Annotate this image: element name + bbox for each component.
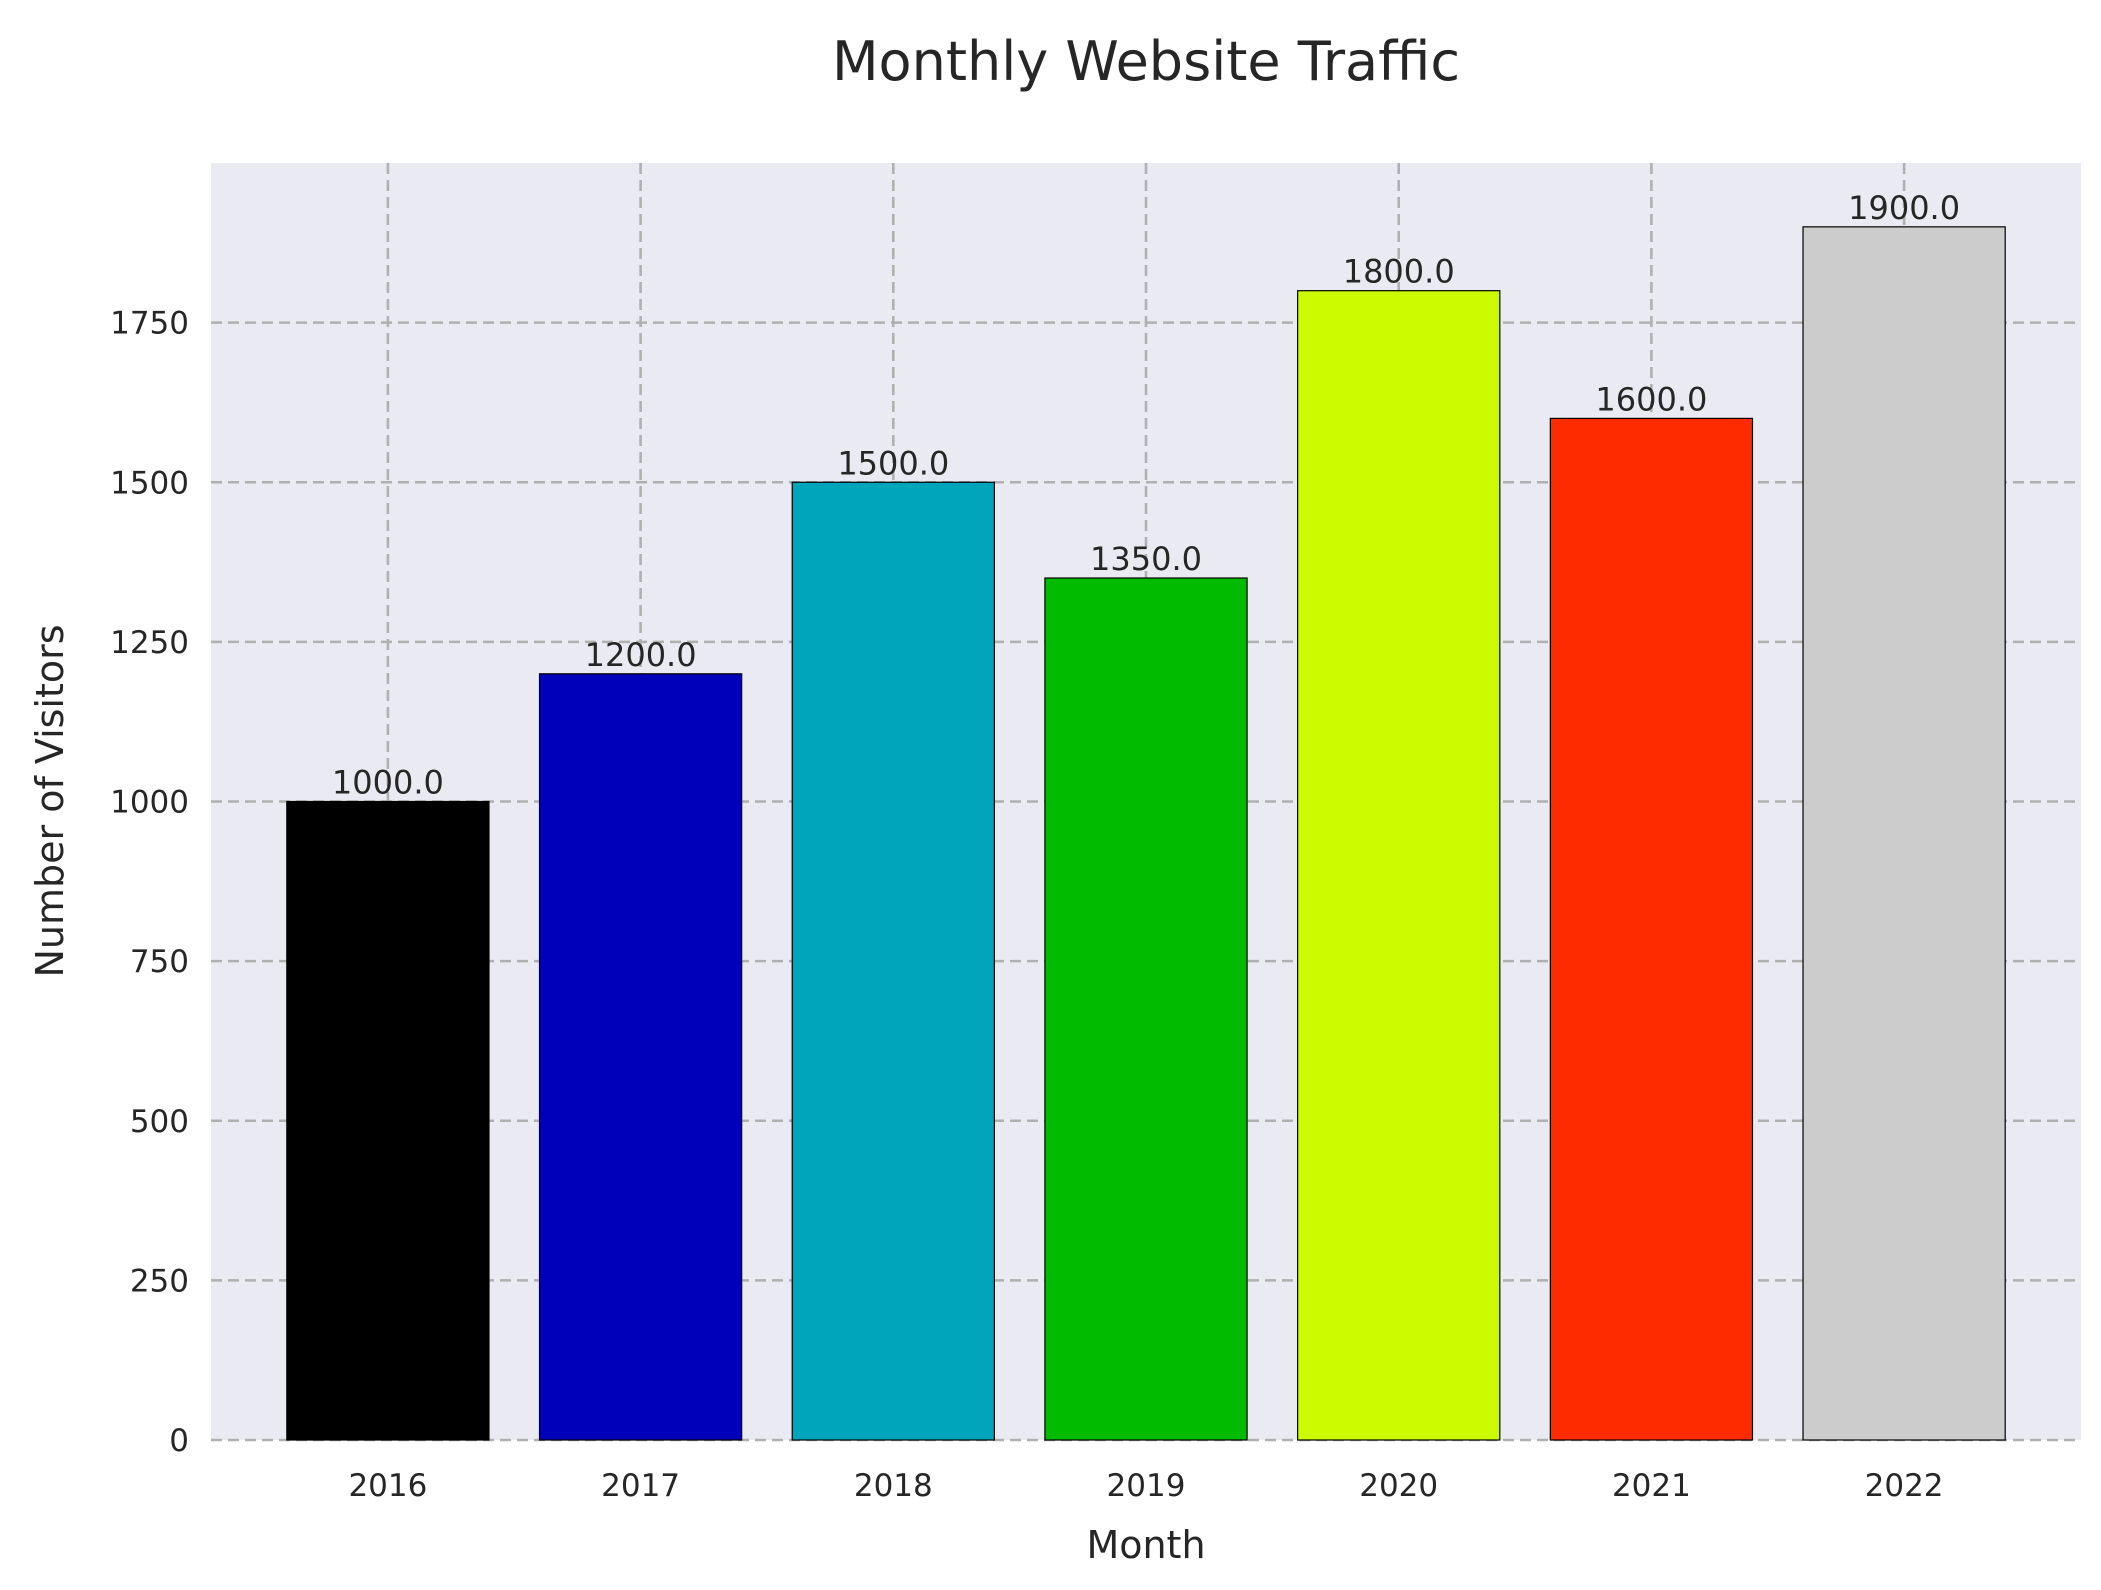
- data-label-2019: 1350.0: [1090, 540, 1202, 578]
- data-label-2022: 1900.0: [1848, 189, 1960, 227]
- data-labels: 1000.0 1200.0 1500.0 1350.0 1800.0 1600.0 1900…: [332, 189, 1960, 802]
- data-label-2018: 1500.0: [837, 444, 949, 482]
- y-axis-ticks: 0 250 500 750 1000 1250 1500 1750: [110, 306, 189, 1459]
- bar-2022: [1802, 226, 2006, 1441]
- y-tick-label: 750: [130, 944, 189, 980]
- y-tick-label: 500: [130, 1104, 189, 1140]
- x-axis-label: Month: [1086, 1523, 1205, 1567]
- x-tick-label: 2021: [1612, 1468, 1691, 1504]
- y-tick-label: 1500: [110, 465, 189, 501]
- y-tick-label: 1750: [110, 306, 189, 342]
- y-axis-label: Number of Visitors: [28, 624, 72, 977]
- x-tick-label: 2019: [1107, 1468, 1186, 1504]
- x-tick-label: 2020: [1359, 1468, 1438, 1504]
- data-label-2020: 1800.0: [1343, 253, 1455, 291]
- x-tick-label: 2016: [348, 1468, 427, 1504]
- bar-2020: [1297, 290, 1501, 1441]
- bars: [286, 226, 2006, 1441]
- x-tick-label: 2022: [1865, 1468, 1944, 1504]
- bar-2019: [1044, 577, 1248, 1441]
- y-tick-label: 1250: [110, 625, 189, 661]
- y-tick-label: 250: [130, 1263, 189, 1299]
- x-tick-label: 2017: [601, 1468, 680, 1504]
- chart-title: Monthly Website Traffic: [832, 30, 1460, 93]
- x-tick-label: 2018: [854, 1468, 933, 1504]
- data-label-2017: 1200.0: [585, 636, 697, 674]
- bar-2021: [1549, 417, 1754, 1441]
- bar-2018: [791, 481, 995, 1441]
- y-tick-label: 1000: [110, 785, 189, 821]
- data-label-2016: 1000.0: [332, 764, 444, 802]
- bar-2017: [538, 673, 743, 1441]
- data-label-2021: 1600.0: [1595, 380, 1707, 418]
- bar-2016: [286, 800, 490, 1441]
- y-tick-label: 0: [169, 1423, 189, 1459]
- x-axis-ticks: 2016 2017 2018 2019 2020 2021 2022: [348, 1468, 1943, 1504]
